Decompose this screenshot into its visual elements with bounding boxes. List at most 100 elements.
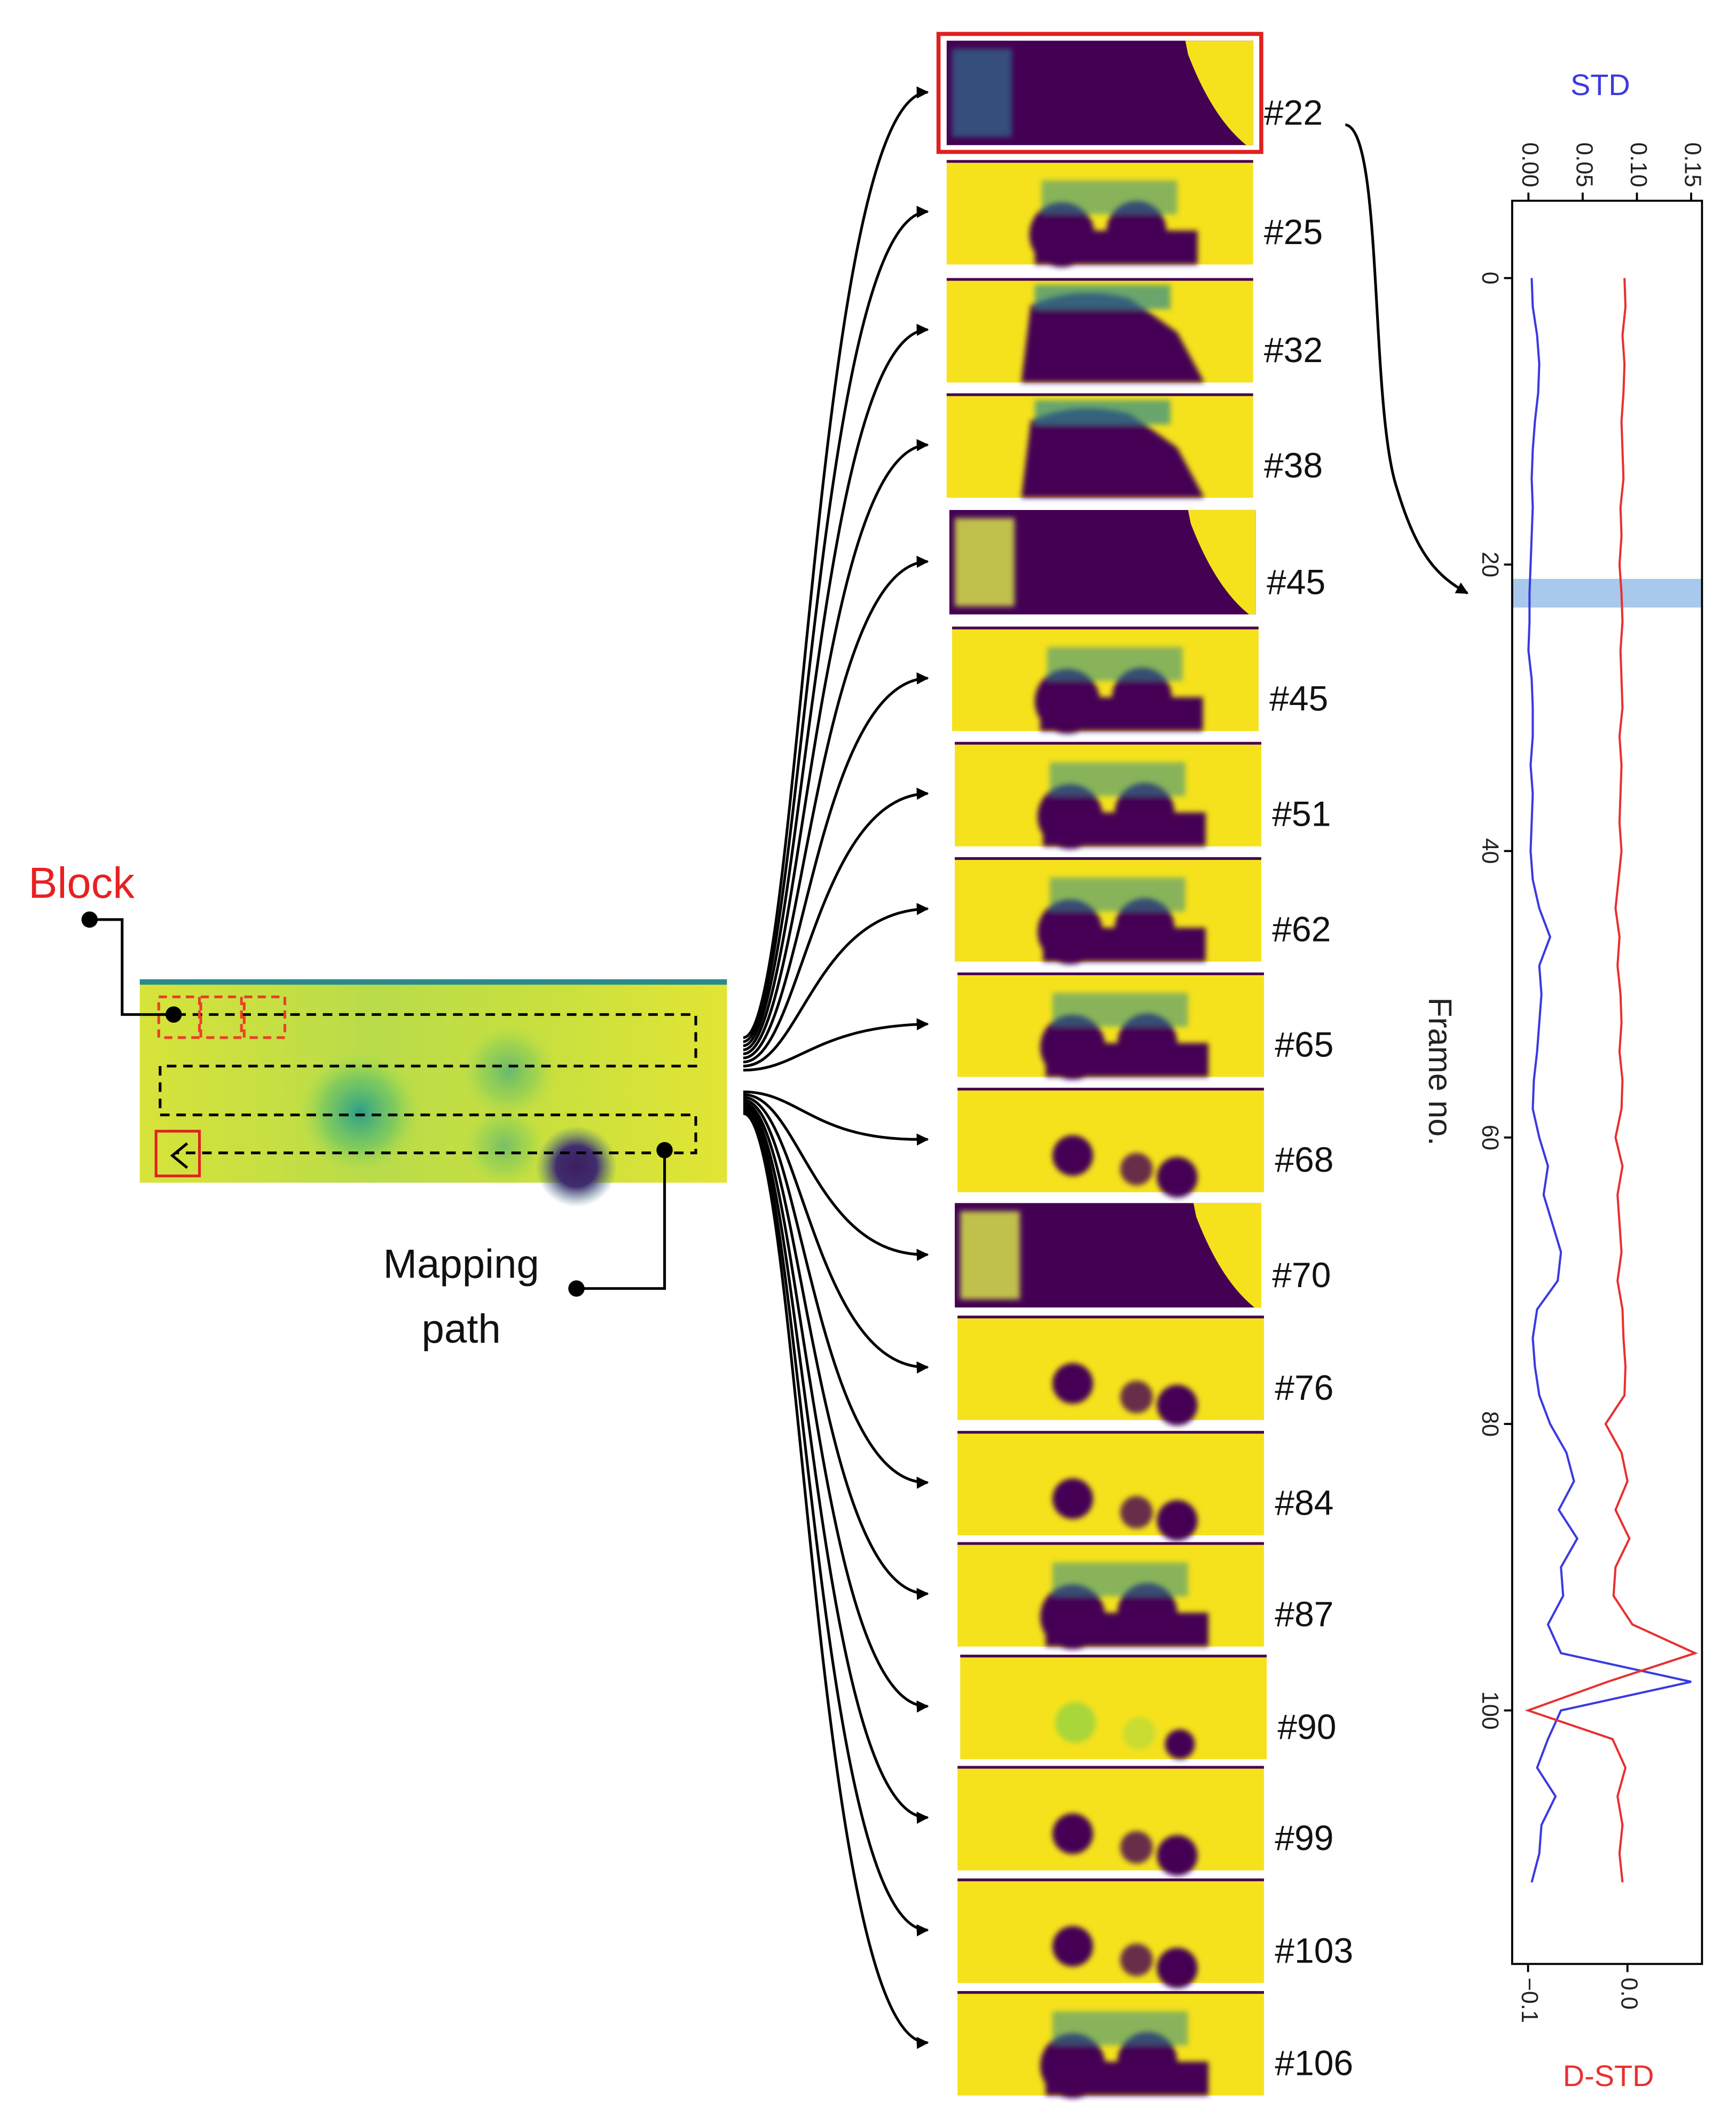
frame-label: #84 — [1275, 1483, 1333, 1523]
thumb-shapes — [1052, 1813, 1198, 1876]
plot-frame — [1511, 199, 1703, 1965]
thumb-shape — [1157, 1384, 1198, 1426]
thumb-shape — [1043, 812, 1206, 847]
mapping-arrow — [743, 672, 929, 1060]
thumb-noise — [955, 518, 1015, 607]
thumb-shape — [1188, 510, 1256, 615]
thumb-shapes — [1029, 180, 1198, 268]
thumb-shape — [1043, 928, 1206, 962]
frame-label: #62 — [1272, 909, 1331, 949]
mapping-arrow — [743, 787, 929, 1064]
frame-label: #90 — [1277, 1707, 1336, 1746]
thumb-shape — [1040, 697, 1203, 731]
y-tick-label: 0.00 — [1517, 142, 1543, 187]
frame-label: #22 — [1264, 93, 1323, 132]
mapping-arrow — [743, 206, 929, 1043]
mapping-arrow — [743, 1101, 929, 1600]
thumb-shapes — [1021, 400, 1205, 498]
mapping-arrow — [743, 1099, 929, 1489]
mapping-arrow — [743, 324, 929, 1047]
frame-label: #45 — [1269, 679, 1328, 718]
heatmap — [81, 911, 727, 1297]
thumb-shapes — [1052, 1926, 1198, 1989]
thumb-shape — [1046, 2062, 1208, 2096]
thumb-edge — [960, 1655, 1267, 1658]
frame-label: #38 — [1264, 445, 1323, 485]
thumb-shape — [1052, 2011, 1188, 2045]
thumb-edge — [957, 972, 1264, 975]
thumb-shapes — [1052, 1363, 1198, 1426]
frame-label: #68 — [1275, 1140, 1333, 1179]
thumb-shape — [1052, 1363, 1094, 1404]
thumb-shape — [1052, 1562, 1188, 1597]
thumb-edge — [957, 1542, 1264, 1545]
mapping-arrow — [743, 1018, 929, 1072]
thumb-edge — [955, 857, 1261, 860]
thumb-shape — [1165, 1729, 1195, 1759]
y2-tick-label: 0.0 — [1616, 1978, 1641, 2010]
mapping-arrow — [743, 903, 929, 1068]
thumb-shape — [1049, 877, 1185, 912]
thumb-shapes — [1034, 647, 1203, 734]
thumb-noise — [960, 1211, 1020, 1299]
thumb-shape — [1157, 1835, 1198, 1876]
thumb-shape — [1034, 285, 1171, 310]
thumb-edge — [946, 160, 1253, 163]
x-tick-label: 100 — [1477, 1691, 1503, 1730]
thumb-shape — [1052, 992, 1188, 1027]
x-tick-label: 60 — [1477, 1125, 1503, 1150]
mapping-arrow — [743, 555, 929, 1055]
thumb — [960, 1655, 1267, 1759]
thumb-shapes — [1021, 285, 1205, 383]
thumb-shape — [1052, 1135, 1094, 1176]
thumb — [957, 1766, 1264, 1871]
thumb-shapes — [1040, 2011, 1208, 2098]
thumb-edge — [952, 626, 1259, 630]
thumb-shape — [1047, 647, 1183, 681]
thumb-edge — [957, 1766, 1264, 1769]
series-line — [1527, 278, 1692, 1883]
y-axis-label: STD — [1570, 68, 1630, 101]
thumb-noise — [952, 49, 1012, 137]
thumb-shape — [1052, 1813, 1094, 1854]
thumb — [957, 1315, 1264, 1420]
thumb-edge — [957, 1315, 1264, 1319]
thumb-shape — [1034, 230, 1198, 265]
thumb-shape — [1185, 41, 1253, 145]
thumb-shapes — [1040, 1562, 1208, 1650]
x-tick-label: 0 — [1477, 272, 1503, 285]
thumb-shapes — [1040, 992, 1208, 1080]
thumb-shapes — [1037, 877, 1206, 965]
frame-label: #51 — [1272, 794, 1331, 834]
y2-tick-label: −0.1 — [1517, 1978, 1542, 2023]
mapping-arrow — [743, 1107, 929, 1824]
thumb-shape — [1049, 762, 1185, 796]
selection-box — [936, 32, 1263, 154]
thumb-shape — [1193, 1203, 1261, 1308]
mapping-arrow — [743, 86, 929, 1039]
mapping-arrow — [743, 439, 929, 1052]
thumb-edge — [957, 1087, 1264, 1091]
thumb-shape — [1041, 180, 1177, 215]
frame-label: #103 — [1275, 1931, 1353, 1970]
mapping-arrow — [743, 1095, 929, 1374]
frame-label: #32 — [1264, 330, 1323, 370]
thumb-shape — [1034, 400, 1171, 425]
thumb-shape — [1120, 1943, 1153, 1977]
frames: #22 #25 #32 #38 #45 #45 #51 #62 #65 #68 #70 #76 #84 #… — [743, 32, 1353, 2098]
frame-label: #70 — [1272, 1255, 1331, 1295]
y2-axis-label: D-STD — [1563, 2059, 1654, 2092]
thumb-shape — [1157, 1500, 1198, 1541]
mapping-arrow — [743, 1104, 929, 1713]
thumb-shapes — [1052, 1478, 1198, 1541]
thumb-edge — [946, 393, 1253, 396]
block-label: Block — [28, 859, 135, 907]
thumb-shape — [1021, 408, 1205, 498]
frame-label: #76 — [1275, 1368, 1333, 1407]
frame-label: #87 — [1275, 1594, 1333, 1634]
frame-label: #65 — [1275, 1024, 1333, 1064]
thumb-shape — [1052, 1926, 1094, 1967]
x-tick-label: 20 — [1477, 552, 1503, 577]
